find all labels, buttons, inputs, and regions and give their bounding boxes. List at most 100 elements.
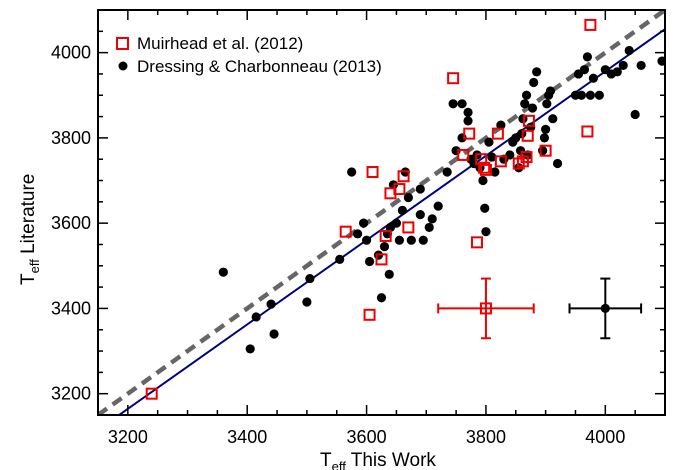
dressing-point (269, 329, 279, 339)
dressing-point (532, 67, 542, 77)
dressing-point (618, 60, 628, 71)
dressing-point (612, 67, 622, 77)
dressing-point (433, 201, 443, 211)
muirhead-point (145, 387, 158, 400)
dressing-point (245, 344, 255, 354)
x-tick-label: 4000 (585, 427, 625, 447)
dressing-point (364, 256, 375, 267)
muirhead-point (581, 125, 594, 138)
dressing-point (538, 146, 548, 156)
muirhead-point (470, 236, 483, 249)
dressing-point (403, 192, 413, 203)
dressing-point (496, 120, 506, 130)
legend: Muirhead et al. (2012) Dressing & Charbo… (116, 34, 382, 76)
dressing-point (251, 312, 261, 322)
reference-lines (98, 10, 665, 415)
dressing-point (463, 107, 473, 117)
muirhead-point (584, 18, 597, 31)
dressing-point (415, 184, 425, 194)
dressing-point (361, 235, 372, 245)
muirhead-point (479, 163, 492, 176)
dressing-point (657, 56, 665, 66)
dressing-point (397, 205, 407, 215)
dressing-point (379, 242, 390, 252)
muirhead-point (447, 72, 460, 85)
muirhead-point (539, 144, 552, 157)
dressing-point (266, 299, 276, 309)
dressing-point (542, 99, 552, 109)
y-tick-label: 3800 (51, 128, 91, 148)
dressing-point (636, 60, 646, 71)
x-tick-label: 3200 (108, 427, 148, 447)
dressing-point (415, 210, 425, 220)
dressing-point (302, 297, 312, 307)
dressing-point (539, 133, 550, 143)
dressing-point (427, 214, 437, 224)
dressing-point (582, 52, 593, 62)
y-axis-label-subscript: eff (27, 259, 42, 274)
dressing-point (576, 90, 587, 100)
error-bars (437, 277, 643, 340)
muirhead-point (457, 148, 470, 161)
dressing-point (527, 103, 538, 113)
dressing-point (588, 73, 598, 83)
dressing-point (552, 158, 563, 169)
one-to-one-line (98, 10, 665, 415)
y-tick-label: 3400 (51, 298, 91, 318)
muirhead-point (393, 183, 406, 196)
dressing-point (478, 175, 488, 186)
dressing-point (521, 90, 532, 100)
plot-frame (97, 9, 666, 416)
muirhead-point (363, 308, 376, 321)
dressing-point (487, 152, 497, 162)
muirhead-point (494, 155, 507, 168)
muirhead-point (397, 170, 410, 183)
x-tick-label: 3800 (466, 427, 506, 447)
dressing-point (529, 77, 539, 88)
dressing-point (630, 109, 640, 120)
dressing-point (448, 99, 458, 109)
dressing-point (358, 218, 369, 228)
dressing-point (418, 235, 428, 245)
dressing-point (481, 227, 491, 237)
data-points (145, 18, 665, 400)
muirhead-point (522, 114, 535, 127)
dressing-point (579, 65, 590, 75)
dressing-point (541, 124, 551, 134)
muirhead-point (478, 161, 491, 174)
dressing-point (624, 45, 634, 56)
muirhead-point (379, 229, 392, 242)
x-tick-label: 3400 (227, 427, 267, 447)
dressing-point (406, 235, 416, 245)
y-tick-label: 4000 (51, 43, 91, 63)
dressing-point (520, 99, 530, 109)
muirhead-point (375, 253, 388, 266)
x-tick-label: 3600 (347, 427, 387, 447)
dressing-point (505, 150, 515, 160)
dressing-point (391, 218, 402, 228)
legend-marker-dressing (118, 61, 128, 71)
dressing-point (384, 269, 394, 279)
dressing-point (347, 167, 357, 177)
dressing-point (480, 203, 490, 213)
muirhead-point (491, 127, 504, 140)
legend-label-muirhead: Muirhead et al. (2012) (137, 34, 303, 53)
dressing-point (548, 114, 558, 124)
dressing-point (394, 235, 405, 245)
dressing-point (457, 99, 467, 109)
dressing-point (490, 167, 500, 177)
dressing-point (218, 267, 228, 277)
dressing-point (545, 86, 556, 96)
dressing-point (376, 293, 387, 303)
muirhead-point (402, 221, 415, 234)
dressing-error-marker (600, 303, 610, 314)
y-tick-label: 3600 (51, 213, 91, 233)
muirhead-point (366, 166, 379, 178)
legend-marker-muirhead (116, 37, 129, 50)
muirhead-point (339, 225, 352, 238)
muirhead-point (521, 129, 534, 142)
y-tick-label: 3200 (51, 384, 91, 404)
fit-line (117, 28, 665, 415)
muirhead-point (520, 151, 533, 164)
